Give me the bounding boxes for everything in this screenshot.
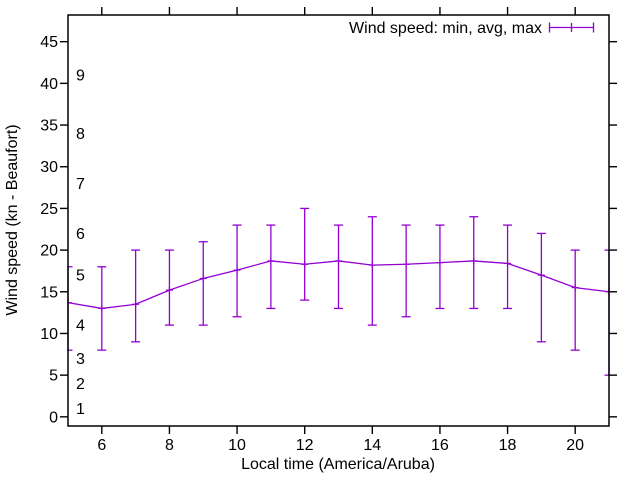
beaufort-scale-label: 8	[76, 126, 85, 143]
y-tick-label: 30	[40, 159, 58, 176]
avg-point-marker	[301, 260, 309, 268]
error-bar	[198, 241, 208, 326]
y-tick-label: 20	[40, 243, 58, 260]
beaufort-scale-label: 3	[76, 351, 85, 368]
axes: 6 8 10 12 14 16 18 2005101520253035404512345678…	[40, 7, 617, 454]
y-tick-label: 15	[40, 284, 58, 301]
avg-point-marker	[233, 266, 241, 274]
labels: Wind speed (kn - Beaufort) Local time (A…	[4, 20, 595, 473]
y-tick-label: 45	[40, 34, 58, 51]
error-bar	[435, 224, 445, 310]
avg-point-marker	[267, 257, 275, 265]
avg-point-marker	[504, 259, 512, 267]
beaufort-scale-label: 7	[76, 176, 85, 193]
beaufort-scale-label: 9	[76, 68, 85, 85]
x-tick-label: 6	[97, 437, 106, 454]
y-tick-label: 35	[40, 118, 58, 135]
error-bar	[266, 224, 276, 310]
error-bar	[401, 224, 411, 318]
error-bar	[536, 232, 546, 343]
avg-point-marker	[132, 300, 140, 308]
x-tick-label: 18	[499, 437, 517, 454]
error-bar	[131, 249, 141, 343]
y-axis-title: Wind speed (kn - Beaufort)	[4, 124, 21, 315]
x-tick-label: 10	[228, 437, 246, 454]
avg-point-marker	[470, 257, 478, 265]
legend-label: Wind speed: min, avg, max	[349, 20, 542, 37]
beaufort-scale-label: 6	[76, 226, 85, 243]
avg-point-marker	[368, 261, 376, 269]
x-tick-label: 12	[296, 437, 314, 454]
y-tick-label: 40	[40, 76, 58, 93]
avg-point-marker	[571, 284, 579, 292]
x-tick-label: 16	[431, 437, 449, 454]
series-plot-area	[67, 207, 610, 376]
y-tick-label: 5	[49, 368, 58, 385]
x-tick-label: 8	[165, 437, 174, 454]
x-axis-title: Local time (America/Aruba)	[241, 456, 435, 473]
avg-point-marker	[537, 271, 545, 279]
y-tick-label: 10	[40, 326, 58, 343]
legend-errorbar-icon	[548, 22, 595, 33]
avg-point-marker	[199, 274, 207, 282]
error-bar	[367, 216, 377, 326]
avg-point-marker	[335, 257, 342, 265]
avg-point-marker	[165, 286, 173, 294]
plot-border	[67, 14, 610, 427]
beaufort-scale-label: 1	[76, 401, 85, 418]
x-tick-label: 14	[363, 437, 381, 454]
beaufort-scale-label: 4	[76, 318, 85, 335]
beaufort-scale-label: 2	[76, 376, 85, 393]
error-bar	[570, 249, 580, 351]
avg-point-marker	[98, 304, 106, 312]
beaufort-scale-label: 5	[76, 268, 85, 285]
error-bar	[334, 224, 343, 310]
avg-point-marker	[402, 260, 410, 268]
y-tick-label: 0	[49, 409, 58, 426]
avg-point-marker	[436, 259, 444, 267]
x-tick-label: 20	[566, 437, 584, 454]
y-tick-label: 25	[40, 201, 58, 218]
error-bar	[300, 207, 310, 301]
